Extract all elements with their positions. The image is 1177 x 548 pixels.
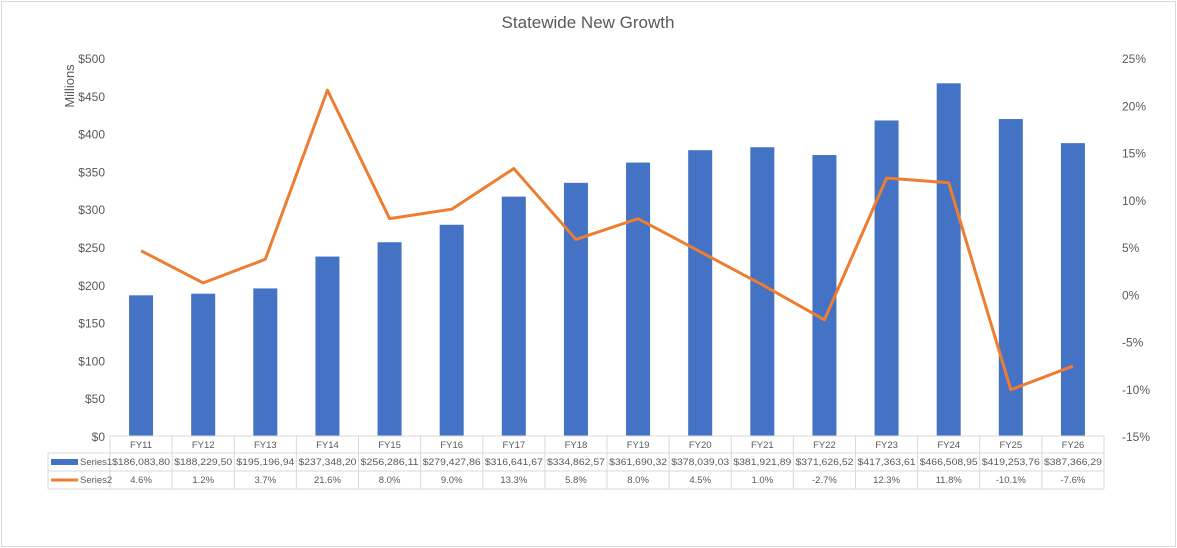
bar-fy22 xyxy=(812,155,837,436)
x-tick-label: FY22 xyxy=(813,440,836,451)
data-label-series1: $361,690,32 xyxy=(609,457,667,468)
y2-tick-label: -10% xyxy=(1122,383,1150,397)
y2-tick-label: 25% xyxy=(1122,52,1146,66)
data-label-series1: $381,921,89 xyxy=(733,457,791,468)
y-tick-label: $350 xyxy=(78,165,105,179)
bar-fy17 xyxy=(501,196,526,436)
data-label-series1: $279,427,86 xyxy=(423,457,481,468)
y2-tick-label: -15% xyxy=(1122,430,1150,444)
series2-line xyxy=(140,88,1074,392)
bar-fy18 xyxy=(563,182,588,436)
data-label-series2: 1.2% xyxy=(192,475,214,486)
data-label-series2: 4.6% xyxy=(130,475,152,486)
bar-fy16 xyxy=(439,224,464,436)
data-label-series1: $188,229,50 xyxy=(174,457,232,468)
y-axis-label: Millions xyxy=(62,64,77,108)
x-tick-label: FY12 xyxy=(192,440,215,451)
y2-tick-label: 5% xyxy=(1122,241,1140,255)
data-label-series2: 5.8% xyxy=(565,475,587,486)
x-tick-label: FY16 xyxy=(440,440,463,451)
data-label-series1: $195,196,94 xyxy=(236,457,294,468)
y2-tick-label: 15% xyxy=(1122,147,1146,161)
y-tick-label: $250 xyxy=(78,241,105,255)
y-tick-label: $300 xyxy=(78,203,105,217)
data-label-series1: $419,253,76 xyxy=(982,457,1040,468)
bar-fy26 xyxy=(1060,143,1085,436)
data-label-series1: $387,366,29 xyxy=(1044,457,1102,468)
data-label-series1: $371,626,52 xyxy=(795,457,853,468)
data-label-series2: 13.3% xyxy=(500,475,527,486)
bar-fy25 xyxy=(998,119,1023,436)
data-label-series2: 9.0% xyxy=(441,475,463,486)
bar-fy20 xyxy=(688,150,713,436)
data-label-series2: -10.1% xyxy=(996,475,1027,486)
data-label-series2: 8.0% xyxy=(627,475,649,486)
x-tick-label: FY20 xyxy=(689,440,712,451)
bar-fy21 xyxy=(750,147,775,436)
data-label-series2: 4.5% xyxy=(689,475,711,486)
x-tick-label: FY23 xyxy=(875,440,898,451)
y2-tick-label: 0% xyxy=(1122,288,1140,302)
x-tick-label: FY24 xyxy=(937,440,960,451)
y2-tick-label: 10% xyxy=(1122,194,1146,208)
data-label-series2: -7.6% xyxy=(1061,475,1086,486)
bar-fy23 xyxy=(874,120,899,437)
y-tick-label: $450 xyxy=(78,90,105,104)
y2-tick-label: 20% xyxy=(1122,99,1146,113)
y2-tick-label: -5% xyxy=(1122,336,1144,350)
bar-fy14 xyxy=(315,256,340,436)
x-tick-label: FY14 xyxy=(316,440,339,451)
data-label-series2: 3.7% xyxy=(254,475,276,486)
bar-fy19 xyxy=(626,162,651,436)
bar-fy11 xyxy=(129,295,154,436)
y-tick-label: $200 xyxy=(78,279,105,293)
y-tick-label: $500 xyxy=(78,52,105,66)
data-label-series2: 12.3% xyxy=(873,475,900,486)
data-label-series1: $417,363,61 xyxy=(858,457,916,468)
data-label-series1: $256,286,11 xyxy=(361,457,419,468)
x-tick-label: FY18 xyxy=(565,440,588,451)
data-label-series1: $466,508,95 xyxy=(920,457,978,468)
data-label-series2: 1.0% xyxy=(751,475,773,486)
legend-label-series1: Series1 xyxy=(80,457,112,468)
x-tick-label: FY26 xyxy=(1062,440,1085,451)
chart-title: Statewide New Growth xyxy=(502,13,675,32)
x-tick-label: FY19 xyxy=(627,440,650,451)
bar-fy13 xyxy=(253,288,278,436)
y-tick-label: $150 xyxy=(78,317,105,331)
data-label-series1: $378,039,03 xyxy=(671,457,729,468)
data-label-series1: $186,083,80 xyxy=(112,457,170,468)
x-tick-label: FY21 xyxy=(751,440,774,451)
y-tick-label: $50 xyxy=(85,392,105,406)
data-label-series2: 21.6% xyxy=(314,475,341,486)
bar-fy12 xyxy=(191,293,216,436)
x-tick-label: FY13 xyxy=(254,440,277,451)
x-tick-label: FY15 xyxy=(378,440,401,451)
data-label-series1: $237,348,20 xyxy=(298,457,356,468)
data-label-series2: 8.0% xyxy=(379,475,401,486)
data-label-series2: 11.8% xyxy=(936,475,963,486)
legend-key-series1 xyxy=(51,459,78,465)
data-label-series1: $316,641,67 xyxy=(485,457,543,468)
y-tick-label: $400 xyxy=(78,128,105,142)
x-tick-label: FY17 xyxy=(502,440,525,451)
bar-fy15 xyxy=(377,242,402,436)
legend-label-series2: Series2 xyxy=(80,475,112,486)
y-tick-label: $100 xyxy=(78,354,105,368)
data-label-series2: -2.7% xyxy=(812,475,837,486)
bar-fy24 xyxy=(936,83,961,436)
data-label-series1: $334,862,57 xyxy=(547,457,605,468)
y-tick-label: $0 xyxy=(92,430,106,444)
x-tick-label: FY25 xyxy=(999,440,1022,451)
x-tick-label: FY11 xyxy=(130,440,152,451)
